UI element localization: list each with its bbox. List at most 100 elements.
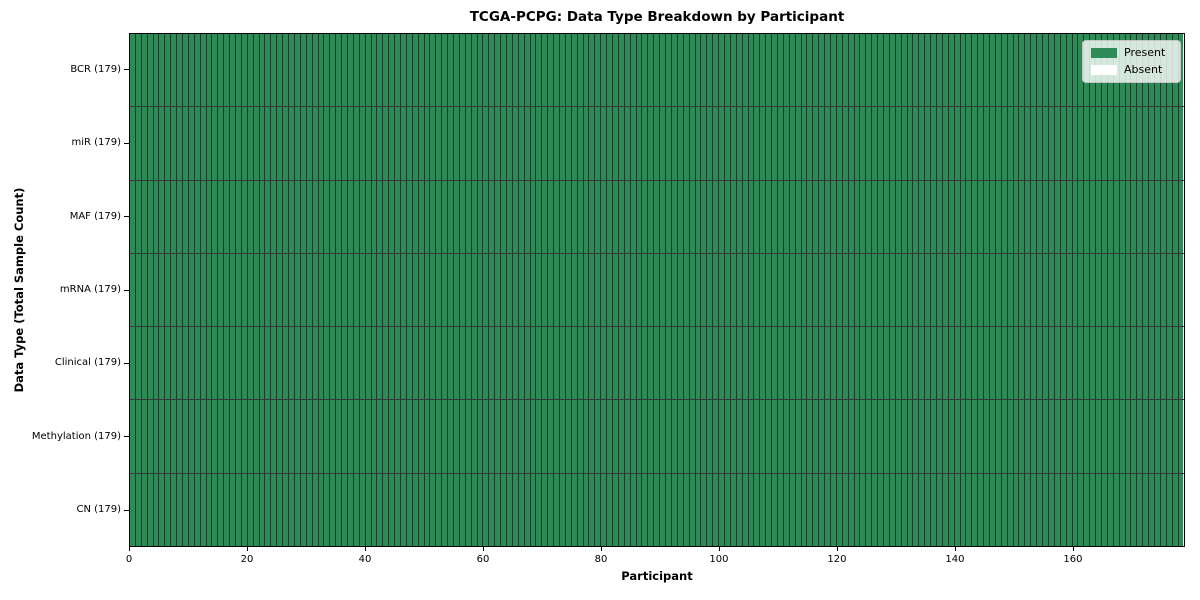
heatmap-cell <box>448 180 454 253</box>
heatmap-cell <box>1084 400 1091 473</box>
heatmap-cell <box>277 107 284 180</box>
heatmap-cell <box>671 400 678 473</box>
heatmap-cell <box>324 180 331 253</box>
heatmap-cell <box>1113 107 1120 180</box>
heatmap-cell <box>442 400 449 473</box>
heatmap-cell <box>642 473 649 546</box>
heatmap-cell <box>601 327 608 400</box>
heatmap-cell <box>271 327 278 400</box>
heatmap-cell <box>736 327 743 400</box>
heatmap-cell <box>141 253 148 327</box>
heatmap-cell <box>601 107 608 180</box>
heatmap-cell <box>648 180 655 253</box>
heatmap-cell <box>978 34 985 107</box>
heatmap-cell <box>365 473 372 546</box>
heatmap-cell <box>719 327 725 400</box>
heatmap-cell <box>666 180 672 253</box>
heatmap-cell <box>836 34 843 107</box>
heatmap-cell <box>306 253 313 327</box>
heatmap-cell <box>689 34 696 107</box>
heatmap-cell <box>130 327 136 400</box>
heatmap-cell <box>1054 107 1061 180</box>
heatmap-cell <box>925 180 932 253</box>
heatmap-cell <box>1048 253 1055 327</box>
heatmap-cell <box>954 253 961 327</box>
heatmap-cell <box>365 327 372 400</box>
heatmap-cell <box>530 400 537 473</box>
heatmap-cell <box>1013 107 1020 180</box>
heatmap-cell <box>713 400 720 473</box>
heatmap-cell <box>1054 473 1061 546</box>
heatmap-cell <box>1025 473 1032 546</box>
heatmap-cell <box>336 107 343 180</box>
heatmap-cell <box>306 34 313 107</box>
heatmap-cell <box>306 107 313 180</box>
heatmap-cell <box>772 327 778 400</box>
x-tick-mark <box>836 547 838 551</box>
heatmap-cell <box>754 180 761 253</box>
heatmap-cell <box>1007 473 1014 546</box>
heatmap-cell <box>677 180 684 253</box>
heatmap-cell <box>177 34 184 107</box>
heatmap-cell <box>830 34 837 107</box>
x-tick-mark <box>129 547 130 551</box>
heatmap-cell <box>1037 473 1044 546</box>
heatmap-cell <box>931 253 938 327</box>
heatmap-cell <box>330 400 337 473</box>
heatmap-cell <box>872 180 879 253</box>
heatmap-cell <box>836 253 843 327</box>
heatmap-cell <box>183 253 189 327</box>
heatmap-cell <box>1031 400 1038 473</box>
heatmap-cell <box>736 107 743 180</box>
heatmap-cell <box>595 107 602 180</box>
present-swatch-icon <box>1091 48 1117 58</box>
heatmap-cell <box>359 253 366 327</box>
y-tick-mark <box>124 216 129 218</box>
heatmap-cell <box>966 327 973 400</box>
heatmap-cell <box>925 473 932 546</box>
heatmap-cell <box>854 327 861 400</box>
heatmap-cell <box>825 400 831 473</box>
heatmap-cell <box>654 253 661 327</box>
heatmap-cell <box>854 400 861 473</box>
heatmap-cell <box>913 400 920 473</box>
heatmap-cell <box>613 400 619 473</box>
heatmap-cell <box>259 473 266 546</box>
heatmap-cell <box>942 180 949 253</box>
heatmap-cell <box>512 473 519 546</box>
heatmap-cell <box>389 253 396 327</box>
heatmap-cell <box>990 34 996 107</box>
heatmap-cell <box>577 107 584 180</box>
x-tick-label: 40 <box>358 554 372 565</box>
heatmap-cell <box>842 180 849 253</box>
heatmap-cell <box>1125 107 1132 180</box>
heatmap-cell <box>377 253 384 327</box>
heatmap-cell <box>1001 400 1008 473</box>
heatmap-cell <box>1013 253 1020 327</box>
heatmap-cell <box>371 253 378 327</box>
heatmap-cell <box>777 473 784 546</box>
heatmap-cell <box>695 180 702 253</box>
heatmap-cell <box>872 253 879 327</box>
heatmap-cell <box>347 473 354 546</box>
heatmap-cell <box>913 473 920 546</box>
heatmap-cell <box>613 34 619 107</box>
heatmap-cell <box>1131 180 1138 253</box>
heatmap-cell <box>654 34 661 107</box>
heatmap-cell <box>524 400 531 473</box>
heatmap-cell <box>683 327 690 400</box>
heatmap-cell <box>689 253 696 327</box>
heatmap-cell <box>489 400 496 473</box>
heatmap-cell <box>972 253 979 327</box>
y-tick-label: Clinical (179) <box>54 357 121 369</box>
heatmap-cell <box>583 253 590 327</box>
heatmap-cell <box>253 327 260 400</box>
heatmap-cell <box>353 34 360 107</box>
heatmap-cell <box>554 400 561 473</box>
heatmap-cell <box>218 327 225 400</box>
heatmap-cell <box>978 253 985 327</box>
heatmap-cell <box>819 327 826 400</box>
heatmap-cell <box>530 253 537 327</box>
heatmap-cell <box>477 107 484 180</box>
heatmap-cell <box>542 400 549 473</box>
